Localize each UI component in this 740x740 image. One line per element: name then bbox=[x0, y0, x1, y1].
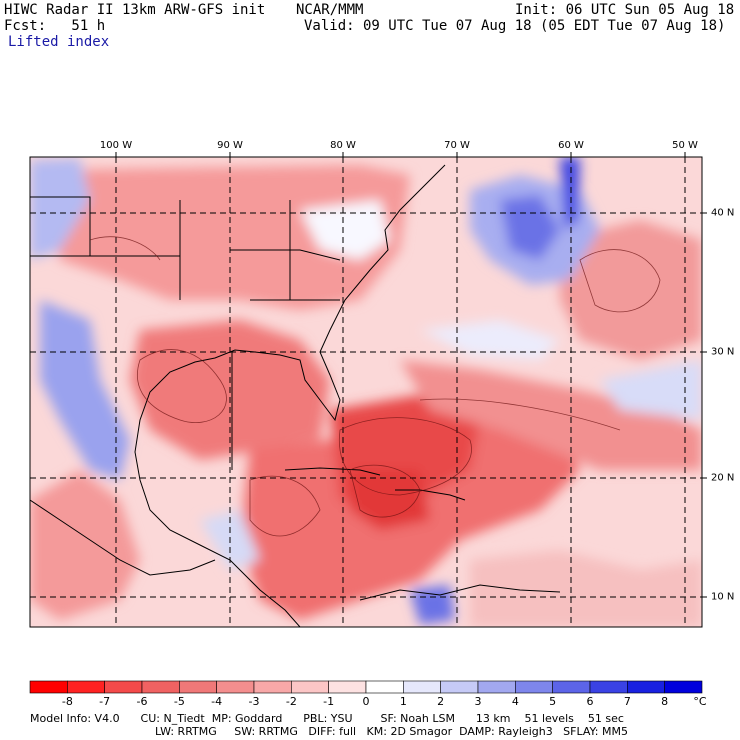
valid-time: Valid: 09 UTC Tue 07 Aug 18 (05 EDT Tue … bbox=[304, 18, 726, 34]
graticule bbox=[30, 157, 702, 627]
nw-stable bbox=[30, 158, 90, 260]
us-instability bbox=[40, 165, 410, 310]
atlantic-stable-core bbox=[500, 195, 560, 260]
forecast-hour: Fcst: 51 h bbox=[4, 18, 106, 34]
se-weak-instability bbox=[470, 550, 702, 627]
colorbar-tick-label: 4 bbox=[511, 695, 519, 708]
model-info-line2: LW: RRTMG SW: RRTMG DIFF: full KM: 2D Sm… bbox=[155, 725, 628, 738]
colorbar-tick-label: -2 bbox=[285, 695, 297, 708]
mexico-stable bbox=[40, 300, 130, 480]
colorbar-tick-label: -5 bbox=[173, 695, 185, 708]
colorbar-tick-label: 2 bbox=[437, 695, 445, 708]
lon-label-100w: 100 W bbox=[99, 140, 133, 151]
lon-label-50w: 50 W bbox=[672, 140, 698, 151]
stable-streak bbox=[560, 157, 580, 230]
sa-stable-blob bbox=[410, 585, 455, 625]
map-frame bbox=[29, 156, 703, 628]
colorbar-tick-label: -7 bbox=[99, 695, 111, 708]
field-name: Lifted index bbox=[8, 34, 110, 50]
model-title: HIWC Radar II 13km ARW-GFS init bbox=[4, 2, 266, 18]
coastlines bbox=[30, 164, 561, 627]
colorbar-box bbox=[328, 680, 367, 694]
li-contours bbox=[89, 236, 661, 537]
atlantic-north-instability bbox=[560, 220, 702, 360]
mid-atlantic-neutral bbox=[300, 200, 390, 260]
lat-label-10n: 10 N bbox=[711, 591, 735, 603]
colorbar-box bbox=[403, 680, 441, 694]
colorbar-tick-label: 7 bbox=[623, 695, 631, 708]
colorbar-box bbox=[141, 680, 180, 694]
colorbar-tick-label: -3 bbox=[248, 695, 260, 708]
colorbar-tick-label: 8 bbox=[661, 695, 669, 708]
east-stable-band bbox=[600, 360, 702, 420]
lon-label-90w: 90 W bbox=[217, 140, 243, 151]
colorbar-box bbox=[365, 680, 404, 694]
colorbar-tick-label: 6 bbox=[586, 695, 594, 708]
colorbar-tick-label: 3 bbox=[474, 695, 482, 708]
colorbar-tick-label: -8 bbox=[61, 695, 73, 708]
init-time: Init: 06 UTC Sun 05 Aug 18 bbox=[515, 2, 735, 18]
organization: NCAR/MMM bbox=[296, 2, 364, 18]
colorbar-tick-label: -6 bbox=[136, 695, 148, 708]
colorbar-box bbox=[29, 680, 68, 694]
atlantic-band bbox=[400, 360, 702, 470]
model-info-line1: Model Info: V4.0 CU: N_Tiedt MP: Goddard… bbox=[30, 712, 624, 725]
lon-label-70w: 70 W bbox=[444, 140, 470, 151]
colorbar-unit: °C bbox=[693, 695, 707, 708]
colorbar-tick-label: 1 bbox=[399, 695, 407, 708]
colorbar-box bbox=[67, 680, 105, 694]
colorbar-box bbox=[440, 680, 479, 694]
colorbar-tick-label: -4 bbox=[211, 695, 223, 708]
colorbar-tick-label: 0 bbox=[362, 695, 370, 708]
colorbar-box bbox=[104, 680, 143, 694]
colorbar-box bbox=[291, 680, 329, 694]
colorbar-box bbox=[664, 680, 703, 694]
colorbar-box bbox=[552, 680, 591, 694]
colorbar-box bbox=[589, 680, 628, 694]
colorbar-box bbox=[179, 680, 217, 694]
lat-label-20n: 20 N bbox=[711, 472, 735, 484]
lon-label-60w: 60 W bbox=[558, 140, 584, 151]
colorbar-box bbox=[216, 680, 255, 694]
colorbar-tick-label: 5 bbox=[549, 695, 557, 708]
axis-ticks bbox=[115, 152, 707, 598]
colorbar-box bbox=[477, 680, 516, 694]
lat-label-30n: 30 N bbox=[711, 346, 735, 358]
colorbar-box bbox=[253, 680, 292, 694]
pacific-instability bbox=[30, 470, 140, 620]
colorbar-box bbox=[515, 680, 553, 694]
colorbar-tick-label: -1 bbox=[323, 695, 335, 708]
lat-label-40n: 40 N bbox=[711, 207, 735, 219]
colorbar bbox=[29, 680, 703, 694]
lon-label-80w: 80 W bbox=[330, 140, 356, 151]
colorbar-box bbox=[627, 680, 665, 694]
neutral-band bbox=[420, 320, 560, 360]
